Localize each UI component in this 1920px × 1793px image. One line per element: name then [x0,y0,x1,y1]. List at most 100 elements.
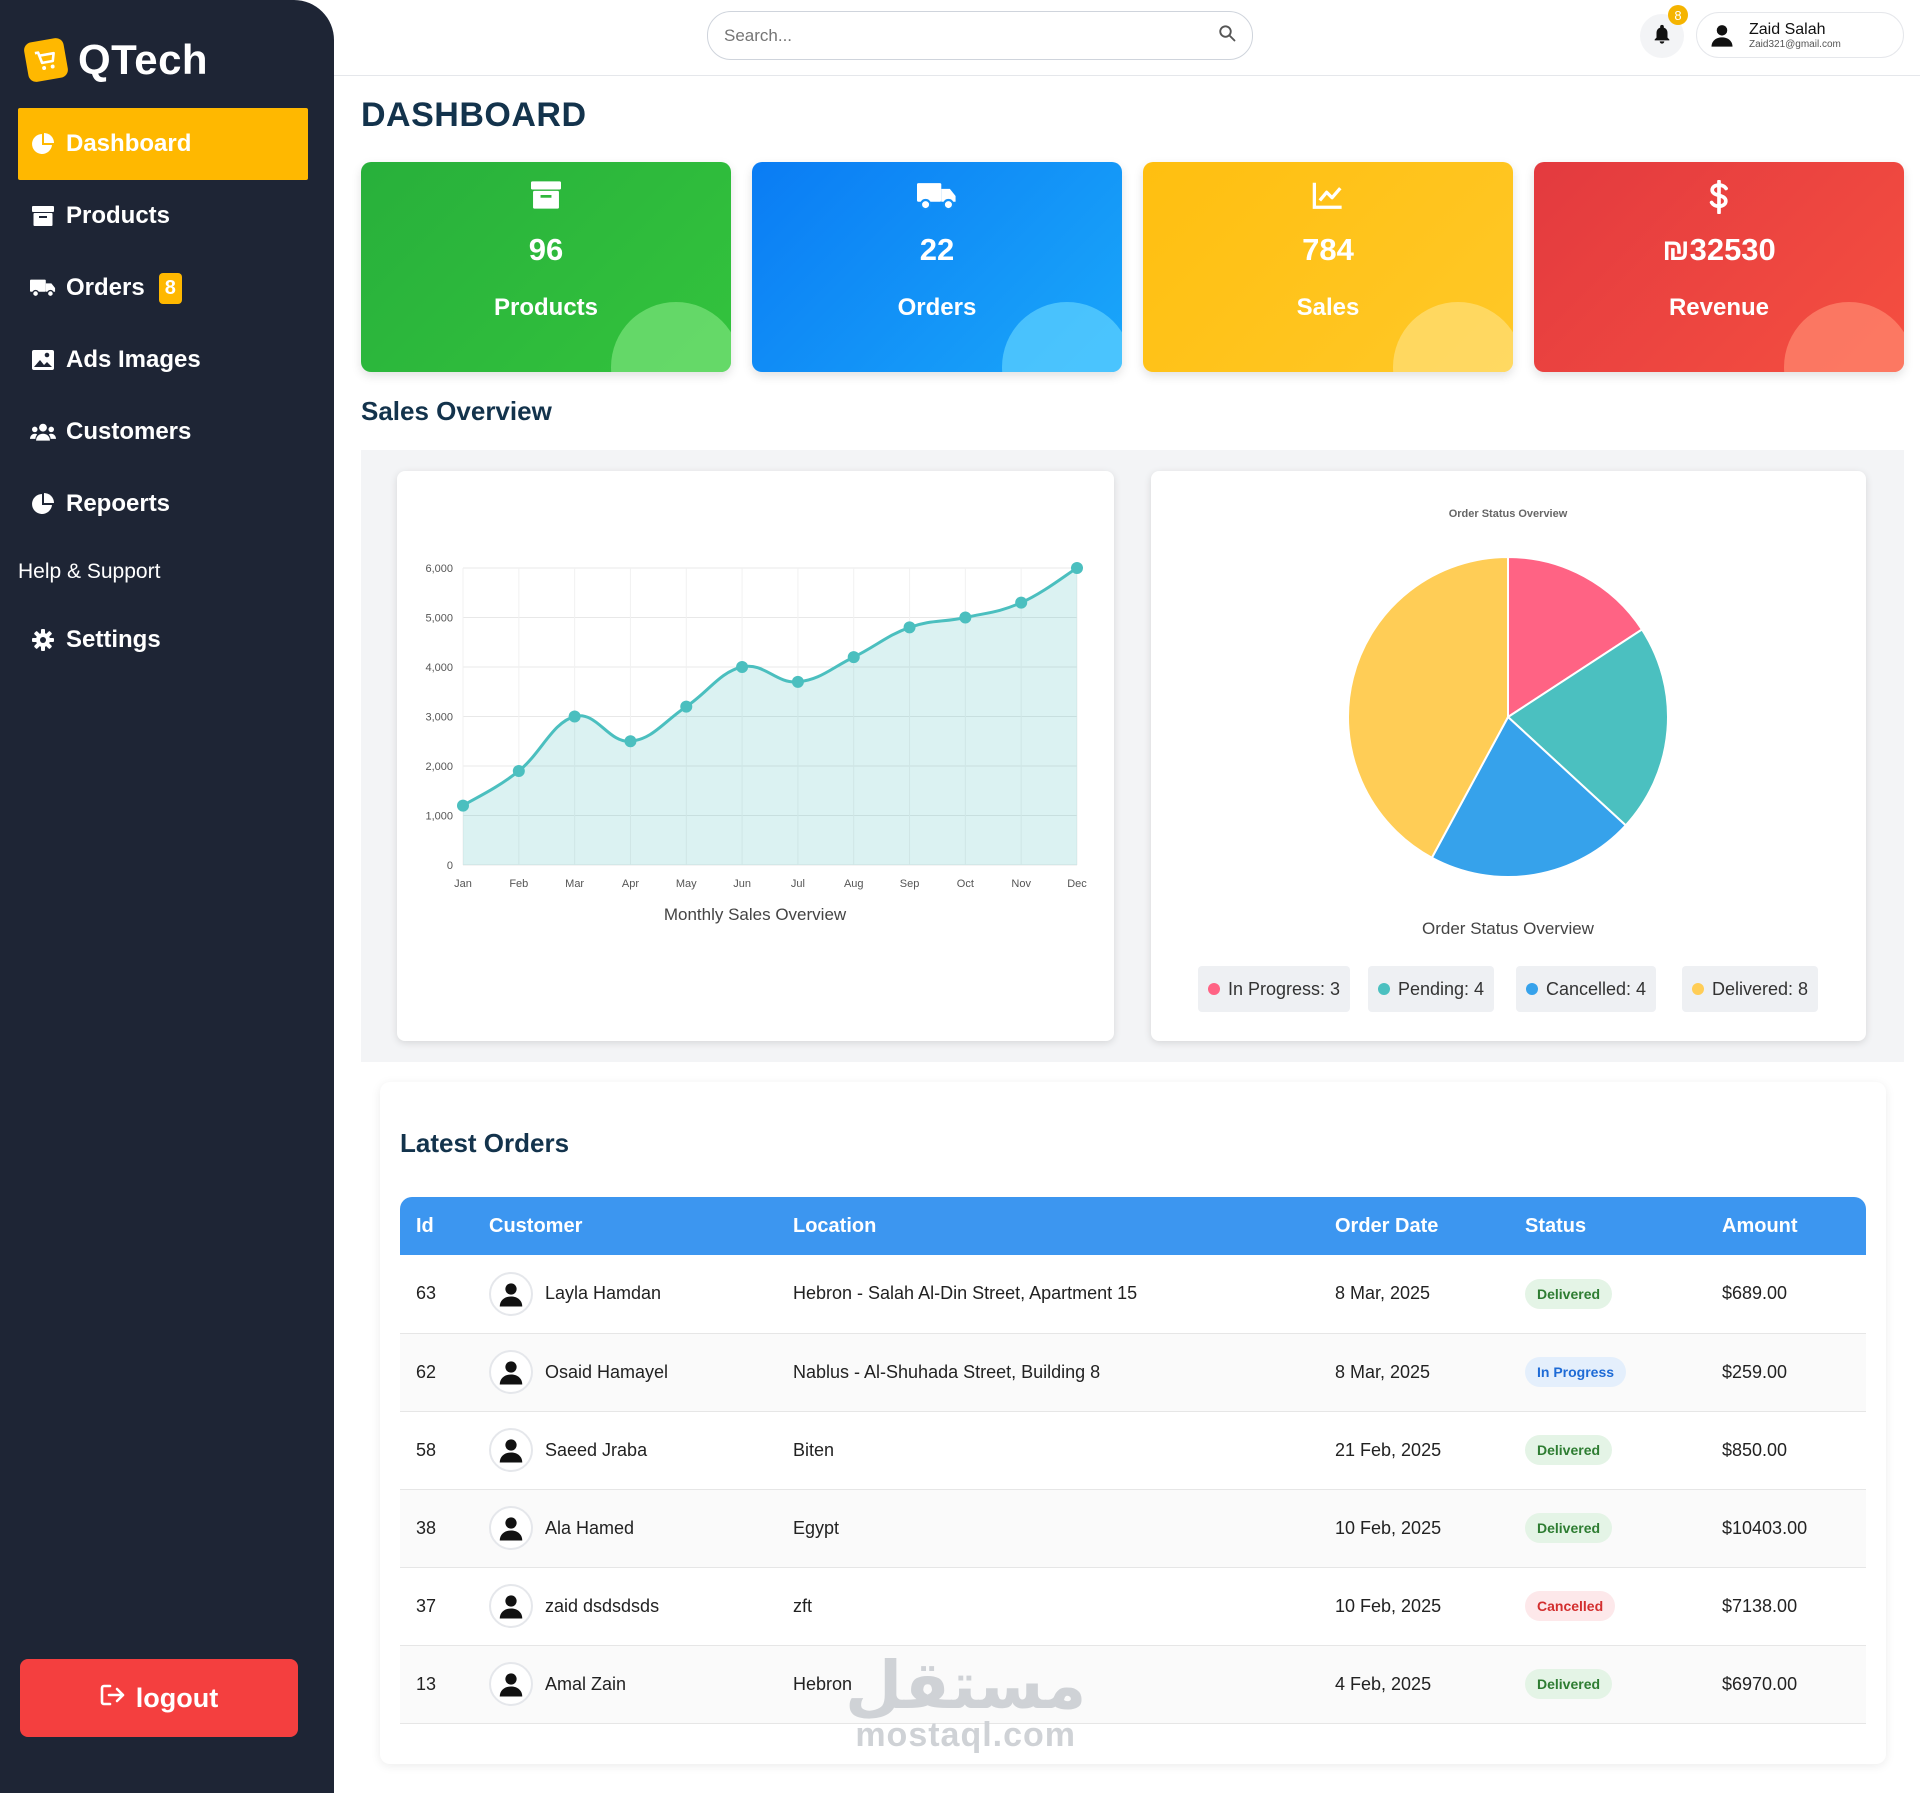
order-location: Hebron - Salah Al-Din Street, Apartment … [777,1255,1319,1334]
data-point [1071,562,1083,574]
stat-label: Products [493,294,598,321]
legend-cancelled[interactable]: Cancelled: 4 [1516,966,1657,1012]
x-tick-label: Sep [900,878,920,890]
notification-button[interactable]: 8 [1640,5,1688,58]
column-header-id[interactable]: Id [416,1214,434,1237]
sidebar-item-customers[interactable]: Customers [18,396,308,468]
dollar-icon [1534,180,1904,214]
sidebar-item-label: Repoerts [66,490,171,517]
legend-dot [1208,983,1220,995]
legend-text: In Progress: 3 [1228,978,1341,999]
archive-icon [361,180,731,210]
sidebar-item-products[interactable]: Products [18,180,308,252]
sidebar-item-reports[interactable]: Repoerts [18,468,308,540]
logo-text: QTech [78,36,209,83]
x-tick-label: Feb [509,878,528,890]
table-row[interactable]: 37 zaid dsdsdsds zft 10 Feb, 2025 Cancel… [400,1567,1866,1646]
pie-slice-cancelled [1430,715,1628,878]
pie-slice-in-progress [1507,555,1644,719]
order-amount: $259.00 [1706,1333,1866,1412]
legend-delivered[interactable]: Delivered: 8 [1682,966,1819,1012]
search-input[interactable] [724,25,1218,46]
stat-card-revenue[interactable]: ₪32530 Revenue [1534,162,1904,372]
logo[interactable]: QTech [22,36,209,84]
order-amount: $7138.00 [1706,1567,1866,1646]
order-id: 13 [400,1645,473,1724]
logout-label: logout [135,1682,219,1713]
stat-value: ₪32530 [1662,232,1776,267]
sidebar-item-help-support[interactable]: Help & Support [18,540,308,604]
stat-value: 22 [919,232,955,267]
avatar [489,1584,533,1628]
x-tick-label: Apr [622,878,639,890]
sidebar-item-ads-images[interactable]: Ads Images [18,324,308,396]
order-date: 10 Feb, 2025 [1319,1489,1509,1568]
avatar [489,1271,533,1316]
stat-card-orders[interactable]: 22 Orders [752,162,1122,372]
customer-name: Ala Hamed [545,1517,635,1538]
order-date: 21 Feb, 2025 [1319,1411,1509,1490]
order-date: 8 Mar, 2025 [1319,1255,1509,1334]
data-point [903,621,916,634]
x-tick-label: Jun [733,878,751,890]
table-row[interactable]: 63 Layla Hamdan Hebron - Salah Al-Din St… [400,1255,1866,1334]
legend-pending[interactable]: Pending: 4 [1368,966,1495,1012]
search-icon[interactable] [1218,24,1236,47]
sidebar-item-label: Customers [66,418,192,445]
data-point [847,651,860,664]
column-header-amount[interactable]: Amount [1722,1214,1798,1237]
logout-button[interactable]: logout [20,1659,298,1737]
section-title-sales-overview: Sales Overview [361,396,552,426]
data-point [512,764,525,777]
x-tick-label: May [676,878,697,890]
table-header-row: Id Customer Location Order Date Status A… [400,1197,1866,1255]
legend-in-progress[interactable]: In Progress: 3 [1198,966,1351,1012]
data-point [1015,596,1028,609]
y-tick-label: 6,000 [425,563,453,575]
topbar: 8 Zaid Salah Zaid321@gmail.com [334,0,1920,76]
table-row[interactable]: 38 Ala Hamed Egypt 10 Feb, 2025 Delivere… [400,1489,1866,1568]
sidebar-item-label: Ads Images [66,346,201,373]
y-tick-label: 5,000 [425,613,453,625]
column-header-order-date[interactable]: Order Date [1335,1214,1439,1237]
user-menu[interactable]: Zaid Salah Zaid321@gmail.com [1696,12,1904,58]
image-icon [30,347,56,373]
sidebar-item-dashboard[interactable]: Dashboard [18,108,308,180]
sidebar-item-settings[interactable]: Settings [18,604,308,676]
section-title-latest-orders: Latest Orders [400,1128,570,1158]
y-tick-label: 2,000 [425,761,453,773]
stat-card-products[interactable]: 96 Products [361,162,731,372]
customer-name: Osaid Hamayel [545,1361,669,1382]
avatar [1705,18,1739,52]
sidebar-nav: Dashboard Products Orders 8 Ads Images C… [18,108,308,676]
stat-value: 96 [528,232,564,267]
status-badge: Delivered [1525,1669,1613,1699]
order-location: Hebron [777,1645,1319,1724]
order-amount: $6970.00 [1706,1645,1866,1724]
sidebar: QTech Dashboard Products Orders 8 Ads Im… [0,0,334,1793]
data-point [568,710,581,723]
order-location: Nablus - Al-Shuhada Street, Building 8 [777,1333,1319,1412]
truck-icon [752,180,1122,212]
sidebar-item-orders[interactable]: Orders 8 [18,252,308,324]
user-email: Zaid321@gmail.com [1749,38,1841,50]
sidebar-item-label: Products [66,202,171,229]
order-amount: $850.00 [1706,1411,1866,1490]
table-row[interactable]: 62 Osaid Hamayel Nablus - Al-Shuhada Str… [400,1333,1866,1412]
stat-label: Revenue [1668,294,1770,321]
archive-icon [30,203,56,229]
gear-icon [30,627,56,653]
table-row[interactable]: 13 Amal Zain Hebron 4 Feb, 2025 Delivere… [400,1645,1866,1724]
y-tick-label: 4,000 [425,662,453,674]
legend-dot [1526,983,1538,995]
stat-card-sales[interactable]: 784 Sales [1143,162,1513,372]
monthly-sales-chart: 0 1,000 2,000 3,000 4,000 5,000 6,000 Jan Feb Mar… [425,562,1087,924]
order-id: 62 [400,1333,473,1412]
column-header-location[interactable]: Location [793,1214,877,1237]
pie-chart-icon [30,491,56,517]
column-header-customer[interactable]: Customer [489,1214,583,1237]
table-row[interactable]: 58 Saeed Jraba Biten 21 Feb, 2025 Delive… [400,1411,1866,1490]
search-bar [707,11,1253,60]
data-point [457,799,469,812]
column-header-status[interactable]: Status [1525,1214,1587,1237]
